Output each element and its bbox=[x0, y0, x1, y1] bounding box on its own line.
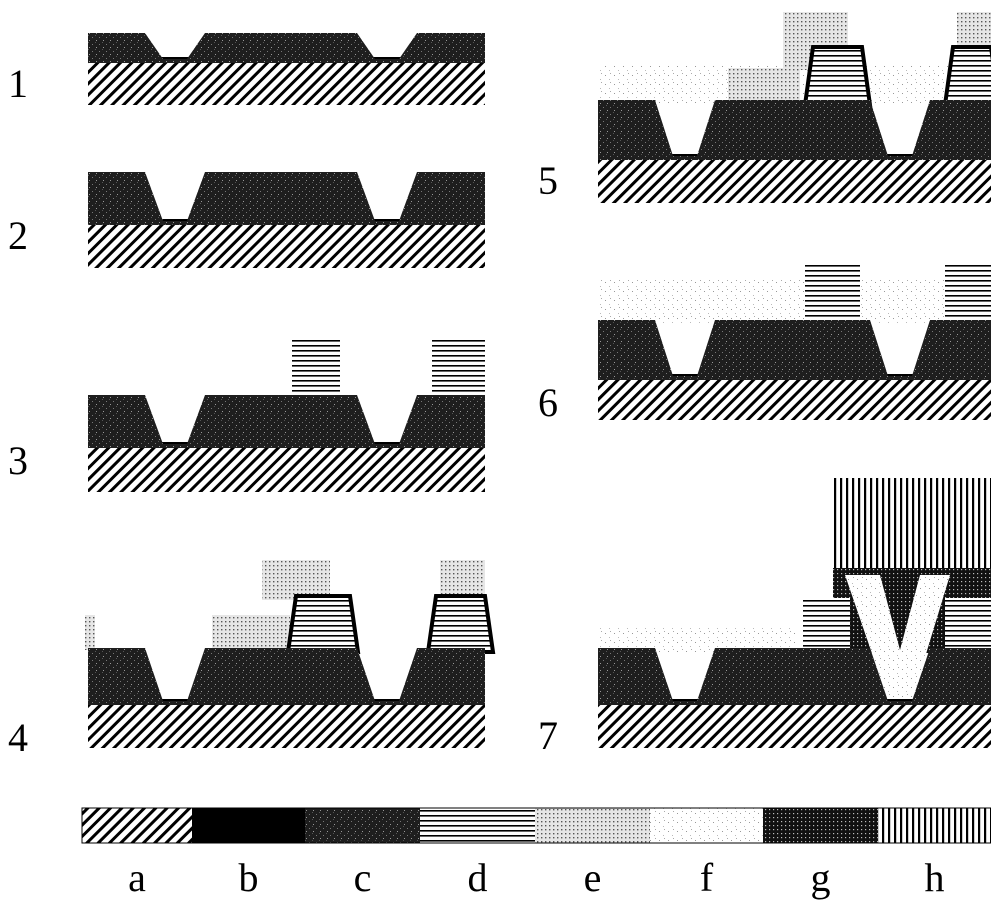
trapezoid-block bbox=[802, 45, 873, 107]
dielectric-layer bbox=[598, 320, 991, 380]
via-liner bbox=[845, 575, 950, 700]
substrate bbox=[598, 160, 991, 203]
pad-layer bbox=[85, 615, 95, 650]
legend-swatch bbox=[192, 808, 305, 843]
legend-frame bbox=[81, 807, 991, 844]
step-label: 7 bbox=[538, 713, 558, 758]
pad-layer bbox=[262, 560, 330, 600]
dielectric-layer bbox=[598, 648, 991, 705]
step-label: 6 bbox=[538, 380, 558, 425]
legend-label: a bbox=[128, 855, 146, 900]
resist-block bbox=[432, 340, 485, 395]
substrate bbox=[88, 63, 485, 105]
substrate bbox=[88, 448, 485, 492]
fill-layer bbox=[598, 280, 991, 325]
legend-swatch bbox=[305, 808, 420, 843]
dielectric-layer bbox=[88, 172, 485, 225]
cross-sections bbox=[81, 12, 991, 844]
top-metal bbox=[833, 478, 991, 568]
legend-swatch bbox=[420, 808, 535, 843]
legend-swatch bbox=[763, 808, 878, 843]
resist-block bbox=[945, 265, 991, 325]
legend-label: g bbox=[811, 855, 831, 900]
resist-block bbox=[292, 340, 340, 395]
trapezoid-block bbox=[942, 45, 991, 107]
legend-swatch bbox=[535, 808, 650, 843]
legend-label: d bbox=[468, 855, 488, 900]
pad-layer bbox=[440, 560, 485, 595]
dielectric-layer bbox=[88, 648, 485, 705]
dielectric-layer bbox=[88, 33, 485, 63]
substrate bbox=[598, 705, 991, 748]
resist-block bbox=[803, 598, 850, 655]
legend-label: b bbox=[239, 855, 259, 900]
step-label: 3 bbox=[8, 438, 28, 483]
resist-block bbox=[805, 265, 860, 325]
resist-block bbox=[945, 598, 991, 655]
dielectric-layer bbox=[598, 100, 991, 160]
step-label: 4 bbox=[8, 715, 28, 760]
trapezoid-block bbox=[285, 594, 361, 654]
step-label: 2 bbox=[8, 213, 28, 258]
legend-label: e bbox=[584, 855, 602, 900]
substrate bbox=[88, 705, 485, 748]
legend-label: f bbox=[700, 855, 714, 900]
legend-label: h bbox=[925, 855, 945, 900]
step-label: 1 bbox=[8, 61, 28, 106]
substrate bbox=[88, 225, 485, 268]
legend-swatch bbox=[878, 808, 991, 843]
legend-swatch bbox=[82, 808, 192, 843]
legend-swatch bbox=[650, 808, 763, 843]
legend-label: c bbox=[354, 855, 372, 900]
labels: a b c d e f g h 1 2 3 4 5 6 7 bbox=[8, 61, 945, 900]
pad-layer bbox=[212, 615, 290, 650]
pad-layer bbox=[957, 12, 991, 45]
substrate bbox=[598, 380, 991, 420]
pad-layer bbox=[728, 68, 800, 103]
trapezoid-block bbox=[425, 594, 496, 654]
step-label: 5 bbox=[538, 158, 558, 203]
dielectric-layer bbox=[88, 395, 485, 448]
